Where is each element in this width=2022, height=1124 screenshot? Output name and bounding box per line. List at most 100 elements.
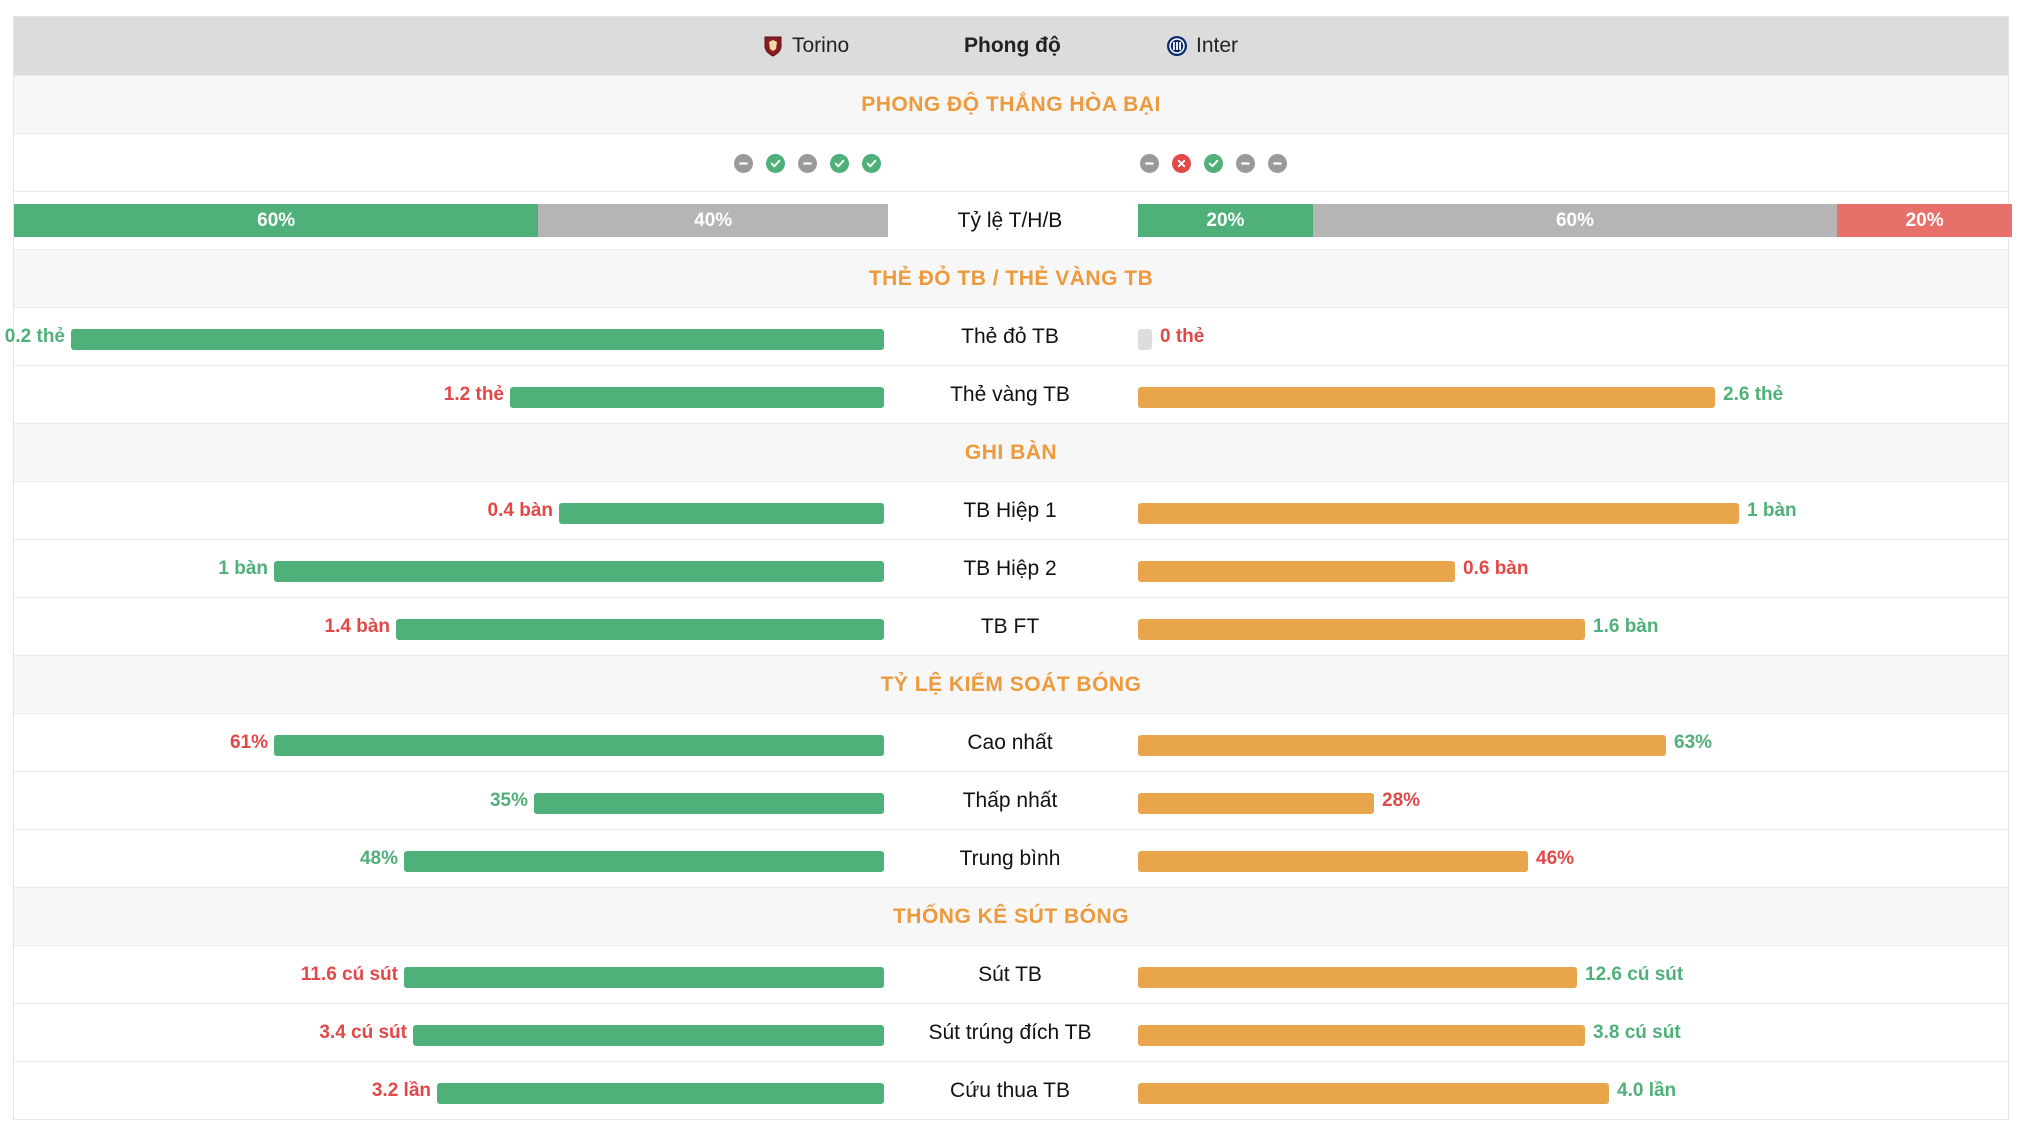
check-icon bbox=[866, 159, 877, 168]
minus-icon bbox=[1145, 162, 1154, 165]
section-form-title: PHONG ĐỘ THẮNG HÒA BẠI bbox=[861, 92, 1161, 116]
away-bar bbox=[1138, 387, 1715, 408]
home-value: 35% bbox=[489, 790, 528, 811]
section-form: PHONG ĐỘ THẮNG HÒA BẠI bbox=[14, 75, 2008, 133]
home-form-win-4 bbox=[830, 154, 849, 173]
away-value: 63% bbox=[1674, 732, 1713, 753]
home-bar bbox=[396, 619, 884, 640]
home-value: 1.4 bàn bbox=[324, 616, 390, 637]
home-value: 3.4 cú sút bbox=[319, 1022, 407, 1043]
home-bar bbox=[71, 329, 884, 350]
stat-label: Trung bình bbox=[959, 847, 1061, 870]
home-value: 1.2 thẻ bbox=[443, 384, 504, 405]
stat-row-red-cards: Thẻ đỏ TB 0.2 thẻ 0 thẻ bbox=[5, 307, 2008, 365]
away-rate-loss: 20% bbox=[1837, 204, 2012, 237]
stat-row-goals-ft: TB FT 1.4 bàn 1.6 bàn bbox=[14, 597, 2008, 655]
home-bar bbox=[437, 1083, 884, 1104]
home-value: 0.2 thẻ bbox=[4, 326, 65, 347]
home-value: 0.4 bàn bbox=[487, 500, 553, 521]
home-form-draw-1 bbox=[734, 154, 753, 173]
stat-label: Sút TB bbox=[978, 963, 1042, 986]
home-form-win-5 bbox=[862, 154, 881, 173]
stat-label: TB Hiệp 2 bbox=[963, 557, 1057, 580]
section-cards-title: THẺ ĐỎ TB / THẺ VÀNG TB bbox=[868, 266, 1154, 290]
home-bar bbox=[404, 851, 884, 872]
away-bar bbox=[1138, 329, 1152, 350]
away-value: 4.0 lần bbox=[1617, 1080, 1677, 1101]
stat-label: Thẻ vàng TB bbox=[950, 383, 1070, 406]
section-cards: THẺ ĐỎ TB / THẺ VÀNG TB bbox=[14, 249, 2008, 307]
away-rate-draw: 60% bbox=[1312, 204, 1838, 237]
stat-label: Cao nhất bbox=[967, 731, 1053, 754]
away-form-win-3 bbox=[1204, 154, 1223, 173]
home-value: 3.2 lần bbox=[371, 1080, 431, 1101]
away-value: 0.6 bàn bbox=[1463, 558, 1529, 579]
away-bar bbox=[1138, 735, 1666, 756]
away-bar bbox=[1138, 793, 1374, 814]
form-comparison-panel: Torino Phong độ Inter PHONG ĐỘ THẮNG HÒA… bbox=[5, 16, 2012, 1120]
check-icon bbox=[834, 159, 845, 168]
away-bar bbox=[1138, 1025, 1585, 1046]
away-bar bbox=[1138, 1083, 1609, 1104]
torino-crest-icon bbox=[764, 36, 782, 57]
home-rate-win: 60% bbox=[14, 204, 539, 237]
away-value: 12.6 cú sút bbox=[1585, 964, 1684, 985]
stat-row-yellow-cards: Thẻ vàng TB 1.2 thẻ 2.6 thẻ bbox=[14, 365, 2008, 423]
cross-icon bbox=[1177, 159, 1186, 168]
away-form-draw-4 bbox=[1236, 154, 1255, 173]
home-bar bbox=[413, 1025, 884, 1046]
home-bar bbox=[274, 735, 884, 756]
home-team[interactable]: Torino bbox=[762, 17, 849, 75]
stat-label: Cứu thua TB bbox=[950, 1079, 1070, 1102]
stat-label: TB Hiệp 1 bbox=[963, 499, 1057, 522]
away-bar bbox=[1138, 851, 1528, 872]
stat-row-possession-max: Cao nhất 61% 63% bbox=[14, 713, 2008, 771]
away-value: 1.6 bàn bbox=[1593, 616, 1659, 637]
home-bar bbox=[559, 503, 884, 524]
home-value: 1 bàn bbox=[218, 558, 268, 579]
comparison-header: Torino Phong độ Inter bbox=[14, 17, 2008, 75]
away-value: 3.8 cú sút bbox=[1593, 1022, 1681, 1043]
minus-icon bbox=[1273, 162, 1282, 165]
away-value: 46% bbox=[1536, 848, 1575, 869]
away-team[interactable]: Inter bbox=[1166, 17, 1238, 75]
stat-row-shots-avg: Sút TB 11.6 cú sút 12.6 cú sút bbox=[14, 945, 2008, 1003]
stat-label: Thấp nhất bbox=[962, 789, 1058, 812]
section-shots: THỐNG KÊ SÚT BÓNG bbox=[14, 887, 2008, 945]
home-team-name: Torino bbox=[792, 34, 850, 57]
home-form-dots bbox=[734, 154, 881, 173]
home-bar bbox=[534, 793, 884, 814]
minus-icon bbox=[739, 162, 748, 165]
away-form-draw-5 bbox=[1268, 154, 1287, 173]
check-icon bbox=[770, 159, 781, 168]
home-value: 61% bbox=[229, 732, 268, 753]
away-bar bbox=[1138, 503, 1739, 524]
home-form-win-2 bbox=[766, 154, 785, 173]
away-form-draw-1 bbox=[1140, 154, 1159, 173]
check-icon bbox=[1208, 159, 1219, 168]
away-form-loss-2 bbox=[1172, 154, 1191, 173]
section-possession-title: TỶ LỆ KIỂM SOÁT BÓNG bbox=[880, 672, 1142, 696]
header-title: Phong độ bbox=[964, 34, 1061, 57]
home-bar bbox=[404, 967, 884, 988]
away-bar bbox=[1138, 561, 1455, 582]
home-form-draw-3 bbox=[798, 154, 817, 173]
away-value: 28% bbox=[1382, 790, 1421, 811]
section-goals: GHI BÀN bbox=[14, 423, 2008, 481]
stat-label: TB FT bbox=[980, 615, 1040, 638]
home-value: 11.6 cú sút bbox=[300, 964, 398, 985]
home-rate-draw: 40% bbox=[538, 204, 888, 237]
stat-label: Sút trúng đích TB bbox=[928, 1021, 1092, 1044]
stat-row-goals-h1: TB Hiệp 1 0.4 bàn 1 bàn bbox=[14, 481, 2008, 539]
home-value: 48% bbox=[359, 848, 398, 869]
stat-row-possession-avg: Trung bình 48% 46% bbox=[14, 829, 2008, 887]
minus-icon bbox=[1241, 162, 1250, 165]
stat-row-goals-h2: TB Hiệp 2 1 bàn 0.6 bàn bbox=[14, 539, 2008, 597]
rate-row: Tỷ lệ T/H/B 60% 40% 20% 60% 20% bbox=[14, 191, 2012, 249]
section-shots-title: THỐNG KÊ SÚT BÓNG bbox=[892, 904, 1129, 928]
home-bar bbox=[274, 561, 884, 582]
away-form-dots bbox=[1140, 154, 1287, 173]
away-rate-win: 20% bbox=[1138, 204, 1313, 237]
stat-row-shots-on-target: Sút trúng đích TB 3.4 cú sút 3.8 cú sút bbox=[14, 1003, 2008, 1061]
away-bar bbox=[1138, 619, 1585, 640]
